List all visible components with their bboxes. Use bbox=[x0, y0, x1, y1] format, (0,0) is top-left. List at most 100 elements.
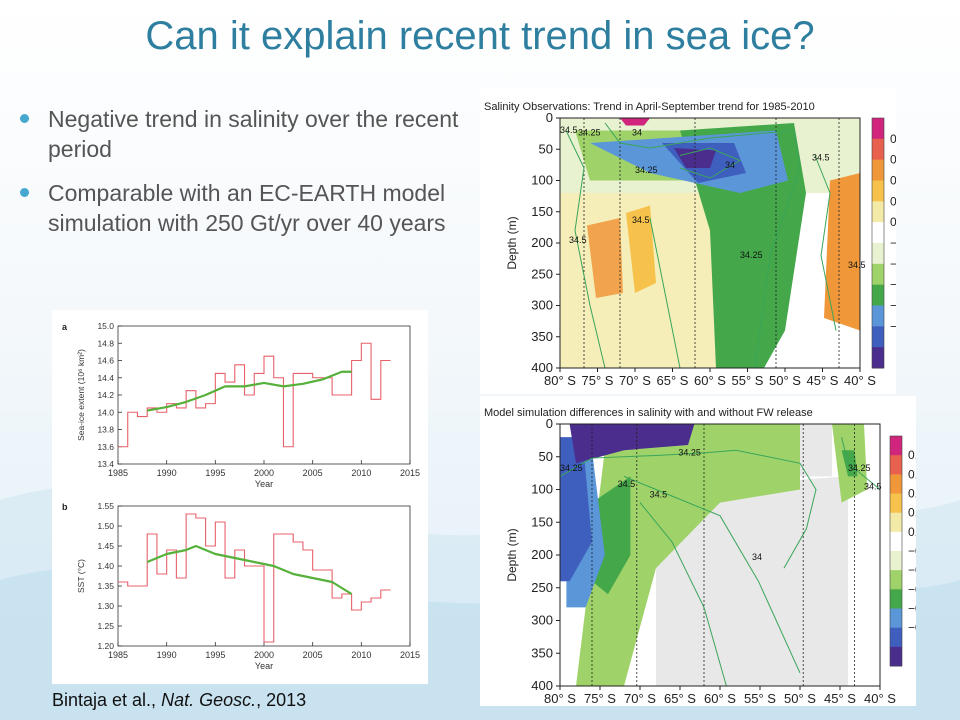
colorbar-label: −0.01 bbox=[908, 544, 916, 558]
y-tick-label: 1.20 bbox=[97, 641, 114, 651]
y-tick-label: 250 bbox=[531, 580, 553, 595]
colorbar-label: 0.05 bbox=[908, 448, 916, 462]
salinity-region bbox=[576, 424, 800, 686]
x-tick-label: 70° S bbox=[619, 373, 651, 388]
x-tick-label: 75° S bbox=[582, 373, 614, 388]
contour-label: 34.5 bbox=[812, 153, 830, 163]
citation-year: , 2013 bbox=[256, 690, 307, 710]
heatmap-title: Salinity Observations: Trend in April-Se… bbox=[484, 101, 815, 113]
citation: Bintaja et al., Nat. Geosc., 2013 bbox=[52, 690, 306, 711]
x-tick-label: 1985 bbox=[108, 650, 128, 660]
y-tick-label: 400 bbox=[531, 678, 553, 693]
salinity-region bbox=[569, 424, 695, 464]
isohaline-contour bbox=[623, 475, 801, 674]
y-tick-label: 13.4 bbox=[97, 459, 114, 469]
colorbar-swatch bbox=[872, 138, 884, 161]
y-tick-label: 400 bbox=[531, 360, 553, 375]
x-tick-label: 50° S bbox=[769, 373, 801, 388]
y-tick-label: 1.40 bbox=[97, 561, 114, 571]
isohaline-contour bbox=[604, 122, 801, 369]
contour-label: 34.25 bbox=[560, 463, 583, 473]
y-tick-label: 300 bbox=[531, 613, 553, 628]
bullet-text: Comparable with an EC-EARTH model simula… bbox=[48, 180, 446, 236]
isohaline-contour bbox=[841, 436, 881, 490]
y-tick-label: 14.4 bbox=[97, 373, 114, 383]
salinity-region bbox=[587, 218, 623, 298]
x-tick-label: 1995 bbox=[205, 468, 225, 478]
colorbar-label: 0.0010 bbox=[890, 194, 896, 208]
y-tick-label: 14.0 bbox=[97, 407, 114, 417]
salinity-region bbox=[841, 450, 858, 477]
x-tick-label: 60° S bbox=[704, 691, 736, 706]
colorbar-swatch bbox=[872, 284, 884, 306]
y-tick-label: 14.8 bbox=[97, 338, 114, 348]
colorbar-swatch bbox=[890, 512, 902, 533]
colorbar-label: 0.01 bbox=[908, 525, 916, 539]
salinity-region bbox=[824, 173, 860, 331]
timeseries-figure: a 1985 1990 1995 2000 2005 2010 2015 13.4 13.6 13.… bbox=[52, 310, 428, 684]
contour-label: 34.25 bbox=[578, 128, 601, 138]
isohaline-contour bbox=[639, 502, 727, 687]
colorbar-label: 0.0005 bbox=[890, 215, 896, 229]
colorbar-label: −0.02 bbox=[908, 563, 916, 577]
colorbar-swatch bbox=[872, 305, 884, 327]
bullet-dot-icon bbox=[20, 114, 29, 123]
x-tick-label: 80° S bbox=[544, 691, 576, 706]
y-tick-label: 1.30 bbox=[97, 601, 114, 611]
bullet-dot-icon bbox=[20, 188, 29, 197]
contour-label: 34.5 bbox=[569, 235, 587, 245]
colorbar-swatch bbox=[890, 474, 902, 494]
x-tick-label: 75° S bbox=[584, 691, 616, 706]
x-tick-label: 65° S bbox=[664, 691, 696, 706]
colorbar-swatch bbox=[890, 589, 902, 609]
x-tick-label: 2005 bbox=[303, 650, 323, 660]
x-tick-label: 45° S bbox=[824, 691, 856, 706]
x-tick-label: 2005 bbox=[303, 468, 323, 478]
colorbar-swatch bbox=[872, 347, 884, 369]
smoothed-line bbox=[147, 370, 352, 412]
colorbar-swatch bbox=[872, 118, 884, 140]
x-tick-label: 80° S bbox=[544, 373, 576, 388]
contour-label: 34.25 bbox=[848, 463, 871, 473]
colorbar-label: −0.03 bbox=[908, 582, 916, 596]
x-axis-label: Year bbox=[255, 661, 273, 671]
contour-label: 34 bbox=[725, 160, 735, 170]
y-tick-label: 300 bbox=[531, 298, 553, 313]
y-axis-label: SST (°C) bbox=[76, 559, 86, 593]
y-tick-label: 50 bbox=[539, 141, 553, 156]
y-tick-label: 250 bbox=[531, 266, 553, 281]
y-axis-label: Sea-ice extent (10⁶ km²) bbox=[76, 349, 86, 441]
y-tick-label: 15.0 bbox=[97, 321, 114, 331]
observed-step-line bbox=[118, 342, 391, 448]
isohaline-contour bbox=[559, 449, 817, 569]
salinity-region bbox=[592, 476, 631, 595]
contour-label: 34.25 bbox=[635, 165, 658, 175]
y-tick-label: 150 bbox=[531, 514, 553, 529]
panel-label: b bbox=[62, 502, 68, 512]
contour-label: 34 bbox=[632, 128, 642, 138]
y-tick-label: 200 bbox=[531, 235, 553, 250]
sst-chart: b 1985 1990 1995 2000 2005 2010 2015 1.20 1.25 1.3… bbox=[62, 501, 420, 671]
x-tick-label: 70° S bbox=[624, 691, 656, 706]
y-tick-label: 1.50 bbox=[97, 521, 114, 531]
salinity-region bbox=[626, 205, 656, 293]
contour-label: 34.25 bbox=[740, 250, 763, 260]
bullet-item: Comparable with an EC-EARTH model simula… bbox=[20, 178, 460, 238]
isohaline-contour bbox=[565, 130, 606, 369]
y-tick-label: 13.8 bbox=[97, 425, 114, 435]
colorbar-swatch bbox=[890, 608, 902, 629]
bullet-list: Negative trend in salinity over the rece… bbox=[20, 104, 460, 252]
colorbar-swatch bbox=[890, 455, 902, 475]
heatmap-title: Model simulation differences in salinity… bbox=[484, 407, 813, 419]
bullet-item: Negative trend in salinity over the rece… bbox=[20, 104, 460, 164]
colorbar-label: −0.05 bbox=[908, 621, 916, 635]
contour-label: 34.5 bbox=[848, 260, 866, 270]
x-tick-label: 45° S bbox=[807, 373, 839, 388]
x-tick-label: 2010 bbox=[351, 468, 371, 478]
contour-label: 34.5 bbox=[618, 479, 636, 489]
colorbar-swatch bbox=[872, 180, 884, 202]
